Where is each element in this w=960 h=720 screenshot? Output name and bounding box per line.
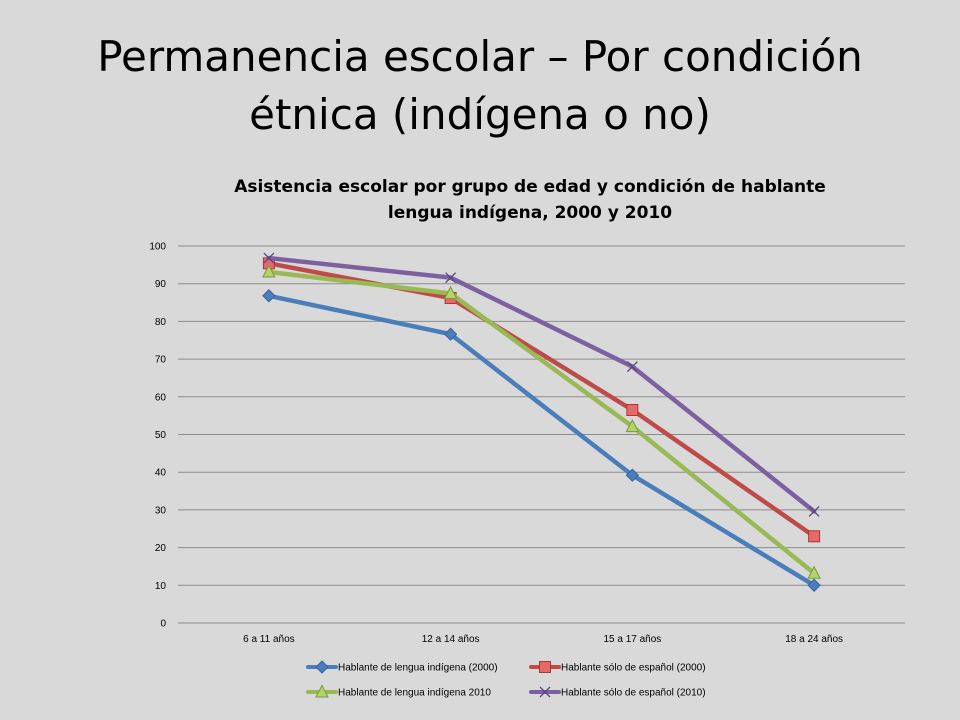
legend-item: Hablante sólo de español (2000)	[529, 661, 706, 674]
x-axis: 6 a 11 años 12 a 14 años 15 a 17 años 18 a …	[243, 634, 843, 645]
gridlines	[178, 245, 905, 624]
data-point	[445, 272, 457, 284]
data-point	[262, 264, 276, 278]
x-tick-label: 15 a 17 años	[603, 634, 661, 645]
chart-title: Asistencia escolar por grupo de edad y c…	[150, 174, 910, 226]
legend-item: Hablante de lengua indígena 2010	[306, 684, 491, 699]
y-tick-label: 90	[155, 279, 167, 290]
legend-marker	[315, 684, 329, 698]
y-tick-label: 100	[149, 242, 166, 253]
data-point	[807, 565, 821, 579]
y-tick-label: 60	[155, 392, 167, 403]
series-line	[266, 293, 817, 588]
series-1	[262, 289, 821, 593]
data-point	[443, 327, 458, 341]
data-point	[808, 530, 821, 543]
legend-marker	[315, 660, 329, 674]
legend-label: Hablante sólo de español (2000)	[561, 663, 706, 674]
data-point	[625, 468, 640, 482]
legend-label: Hablante de lengua indígena (2000)	[338, 663, 498, 674]
series-group	[262, 252, 821, 593]
series-line	[266, 269, 817, 576]
legend-marker	[539, 661, 551, 673]
data-point	[626, 361, 638, 373]
legend-marker	[539, 686, 551, 698]
data-point	[808, 505, 820, 517]
slide-title-line-2: étnica (indígena o no)	[249, 90, 711, 139]
series-2	[262, 257, 821, 543]
y-axis: 0 10 20 30 40 50 60 70 80 90 100	[149, 242, 166, 630]
y-tick-label: 30	[155, 505, 167, 516]
data-point	[626, 403, 639, 416]
y-tick-label: 0	[160, 619, 166, 630]
data-point	[262, 289, 276, 303]
x-tick-label: 12 a 14 años	[422, 634, 480, 645]
y-tick-label: 20	[155, 543, 167, 554]
y-tick-label: 40	[155, 468, 167, 479]
legend-item: Hablante sólo de español (2010)	[529, 686, 706, 699]
data-point	[263, 252, 275, 264]
legend: Hablante de lengua indígena (2000) Hablan…	[306, 660, 706, 699]
chart-title-line-2: lengua indígena, 2000 y 2010	[387, 203, 673, 223]
series-line	[266, 261, 817, 539]
slide-title-line-1: Permanencia escolar – Por condición	[97, 32, 863, 81]
y-tick-label: 70	[155, 355, 167, 366]
series-line	[266, 255, 817, 514]
data-point	[807, 578, 821, 593]
x-tick-label: 18 a 24 años	[785, 634, 843, 645]
data-point	[625, 419, 640, 433]
y-tick-label: 10	[155, 581, 167, 592]
y-tick-label: 80	[155, 317, 167, 328]
legend-label: Hablante de lengua indígena 2010	[338, 688, 491, 699]
series-4	[263, 252, 820, 517]
data-point	[443, 285, 458, 300]
y-tick-label: 50	[155, 430, 167, 441]
x-tick-label: 6 a 11 años	[243, 634, 295, 645]
legend-item: Hablante de lengua indígena (2000)	[306, 660, 498, 674]
series-3	[262, 264, 821, 579]
legend-label: Hablante sólo de español (2010)	[561, 688, 706, 699]
slide-title: Permanencia escolar – Por condición étni…	[40, 28, 920, 144]
chart-title-line-1: Asistencia escolar por grupo de edad y c…	[234, 177, 826, 197]
